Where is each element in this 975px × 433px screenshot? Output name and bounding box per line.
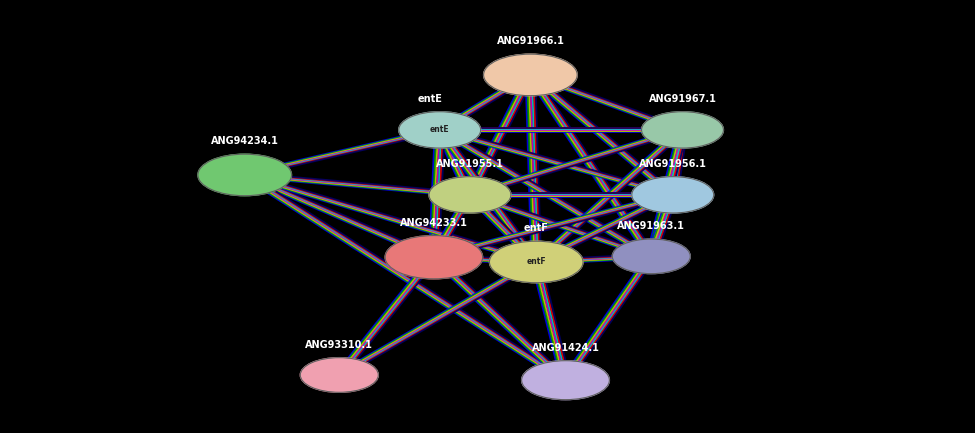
Text: ANG94234.1: ANG94234.1 — [211, 136, 279, 146]
Circle shape — [399, 112, 481, 148]
Circle shape — [198, 154, 292, 196]
Text: entF: entF — [526, 258, 546, 266]
Circle shape — [632, 177, 714, 213]
Circle shape — [489, 241, 583, 283]
Text: ANG91966.1: ANG91966.1 — [496, 36, 565, 46]
Text: ANG94233.1: ANG94233.1 — [400, 218, 468, 228]
Text: entF: entF — [524, 223, 549, 233]
Text: ANG93310.1: ANG93310.1 — [305, 340, 373, 350]
Circle shape — [484, 54, 577, 96]
Text: ANG91963.1: ANG91963.1 — [617, 221, 685, 231]
Text: entE: entE — [430, 126, 449, 134]
Circle shape — [522, 361, 609, 400]
Text: ANG91956.1: ANG91956.1 — [639, 159, 707, 169]
Text: ANG91424.1: ANG91424.1 — [531, 343, 600, 353]
Circle shape — [385, 236, 483, 279]
Circle shape — [612, 239, 690, 274]
Circle shape — [300, 358, 378, 392]
Circle shape — [642, 112, 723, 148]
Circle shape — [429, 177, 511, 213]
Text: ANG91955.1: ANG91955.1 — [436, 159, 504, 169]
Text: ANG91967.1: ANG91967.1 — [648, 94, 717, 104]
Text: entE: entE — [417, 94, 443, 104]
